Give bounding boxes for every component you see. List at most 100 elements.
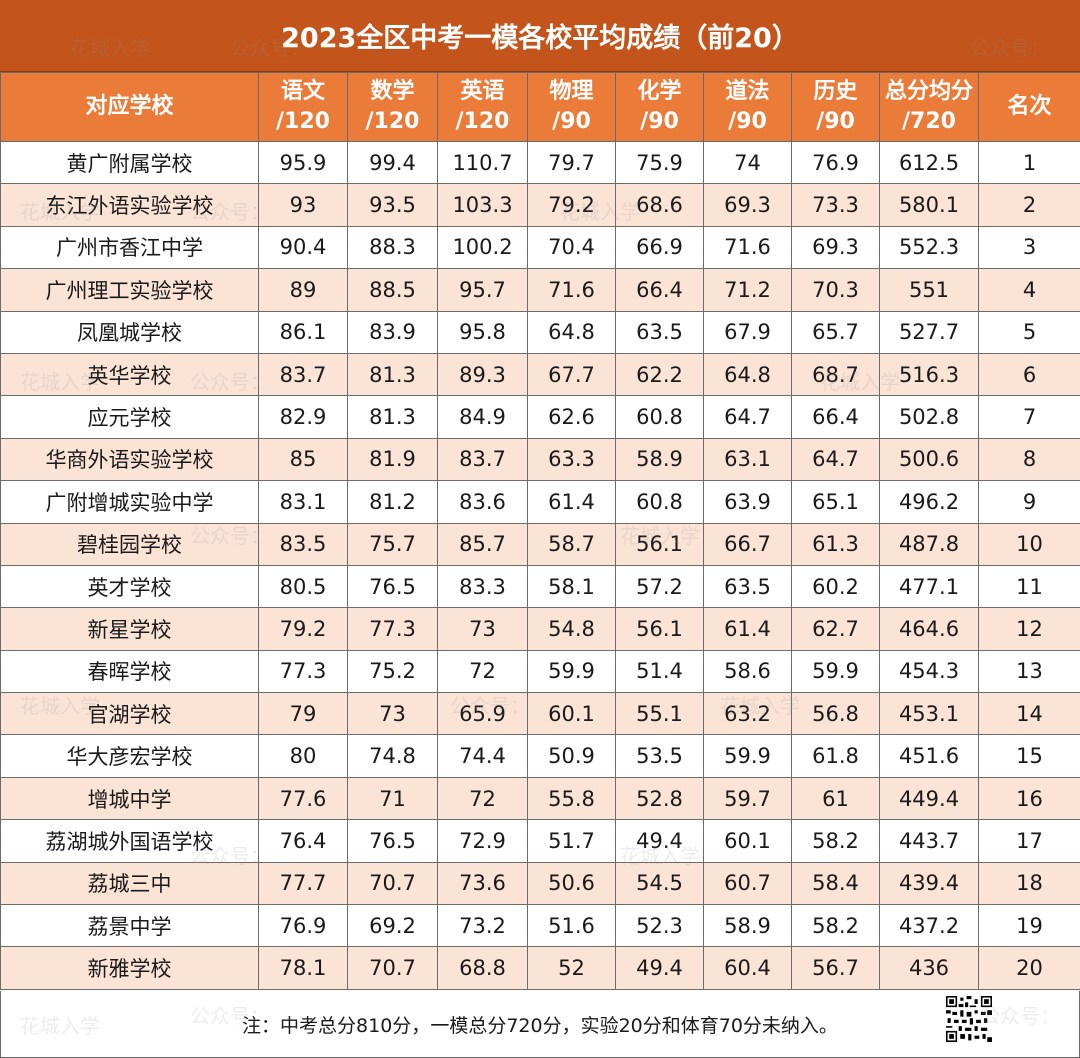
score-cell: 60.8: [615, 395, 704, 439]
rank-cell: 20: [978, 946, 1080, 990]
column-header-label: 对应学校: [85, 94, 174, 119]
score-cell: 70.7: [347, 946, 438, 990]
score-cell: 80.5: [258, 564, 348, 609]
table-row: 荔城三中 77.7 70.7 73.6 50.6 54.5 60.7 58.4 439.4 18: [0, 861, 1080, 906]
score-cell: 58.9: [615, 437, 704, 482]
score-cell: 70.7: [347, 861, 438, 906]
rank-cell: 15: [978, 734, 1080, 778]
column-header: 历史/90: [791, 72, 880, 142]
footnote-text: 注：中考总分810分，一模总分720分，实验20分和体育70分未纳入。: [242, 1014, 838, 1037]
rank-cell: 4: [978, 268, 1080, 312]
score-cell: 70.3: [791, 268, 880, 312]
score-cell: 76.5: [347, 819, 438, 863]
school-name-cell: 增城中学: [0, 776, 259, 821]
score-cell: 76.9: [791, 140, 880, 185]
score-cell: 496.2: [879, 480, 979, 524]
score-cell: 89.3: [437, 352, 528, 397]
score-cell: 50.6: [527, 861, 616, 906]
score-cell: 63.3: [527, 437, 616, 482]
score-cell: 103.3: [437, 183, 528, 227]
score-cell: 60.4: [703, 946, 792, 990]
rank-cell: 6: [978, 352, 1080, 397]
score-cell: 63.1: [703, 437, 792, 482]
score-cell: 61: [791, 776, 880, 821]
column-header: 对应学校: [0, 72, 259, 142]
score-cell: 73.2: [437, 904, 528, 948]
score-cell: 82.9: [258, 395, 348, 439]
school-name-cell: 荔湖城外国语学校: [0, 819, 259, 863]
school-name-cell: 华商外语实验学校: [0, 437, 259, 482]
score-cell: 75.7: [347, 522, 438, 566]
score-cell: 453.1: [879, 692, 979, 736]
score-cell: 79: [258, 692, 348, 736]
score-cell: 95.9: [258, 140, 348, 185]
school-name-cell: 黄广附属学校: [0, 140, 259, 185]
score-cell: 89: [258, 268, 348, 312]
column-header-max: /90: [640, 109, 679, 134]
score-cell: 77.3: [347, 607, 438, 651]
score-cell: 51.7: [527, 819, 616, 863]
column-header: 物理/90: [527, 72, 616, 142]
score-cell: 68.7: [791, 352, 880, 397]
score-cell: 76.9: [258, 904, 348, 948]
score-cell: 52: [527, 946, 616, 990]
score-cell: 69.2: [347, 904, 438, 948]
score-cell: 83.6: [437, 480, 528, 524]
score-cell: 57.2: [615, 564, 704, 609]
score-cell: 61.4: [703, 607, 792, 651]
score-cell: 58.7: [527, 522, 616, 566]
score-cell: 73: [347, 692, 438, 736]
score-cell: 63.9: [703, 480, 792, 524]
score-cell: 83.7: [258, 352, 348, 397]
rank-cell: 16: [978, 776, 1080, 821]
column-header-label: 道法: [725, 79, 770, 104]
score-cell: 66.4: [615, 268, 704, 312]
rank-cell: 8: [978, 437, 1080, 482]
score-cell: 56.1: [615, 522, 704, 566]
footnote: 注：中考总分810分，一模总分720分，实验20分和体育70分未纳入。: [0, 991, 1080, 1058]
table-row: 荔景中学 76.9 69.2 73.2 51.6 52.3 58.9 58.2 437.2 19: [0, 904, 1080, 948]
school-name-cell: 新星学校: [0, 607, 259, 651]
column-header-label: 历史: [813, 79, 858, 104]
column-header: 名次: [978, 72, 1080, 142]
rank-cell: 9: [978, 480, 1080, 524]
score-cell: 71.6: [527, 268, 616, 312]
column-header-max: /120: [365, 109, 420, 134]
score-cell: 81.9: [347, 437, 438, 482]
table-row: 官湖学校 79 73 65.9 60.1 55.1 63.2 56.8 453.1 14: [0, 692, 1080, 736]
table-title: 2023全区中考一模各校平均成绩（前20）: [0, 0, 1080, 72]
score-cell: 55.1: [615, 692, 704, 736]
score-cell: 51.4: [615, 649, 704, 694]
score-cell: 63.5: [615, 310, 704, 354]
school-name-cell: 东江外语实验学校: [0, 183, 259, 227]
score-cell: 60.7: [703, 861, 792, 906]
score-cell: 77.3: [258, 649, 348, 694]
score-cell: 71.6: [703, 225, 792, 270]
column-header-label: 英语: [460, 79, 505, 104]
score-cell: 56.1: [615, 607, 704, 651]
score-cell: 66.7: [703, 522, 792, 566]
score-cell: 487.8: [879, 522, 979, 566]
score-cell: 77.7: [258, 861, 348, 906]
school-name-cell: 荔景中学: [0, 904, 259, 948]
score-cell: 79.7: [527, 140, 616, 185]
score-cell: 74.8: [347, 734, 438, 778]
score-cell: 76.4: [258, 819, 348, 863]
score-cell: 64.7: [791, 437, 880, 482]
score-cell: 53.5: [615, 734, 704, 778]
score-cell: 74: [703, 140, 792, 185]
score-cell: 436: [879, 946, 979, 990]
score-cell: 73.3: [791, 183, 880, 227]
score-cell: 612.5: [879, 140, 979, 185]
score-cell: 90.4: [258, 225, 348, 270]
score-cell: 449.4: [879, 776, 979, 821]
table-row: 新雅学校 78.1 70.7 68.8 52 49.4 60.4 56.7 436 20: [0, 946, 1080, 990]
score-cell: 79.2: [527, 183, 616, 227]
column-header: 英语/120: [437, 72, 528, 142]
school-name-cell: 应元学校: [0, 395, 259, 439]
column-header: 化学/90: [615, 72, 704, 142]
score-cell: 83.9: [347, 310, 438, 354]
table-row: 东江外语实验学校 93 93.5 103.3 79.2 68.6 69.3 73.3 580.1…: [0, 183, 1080, 227]
rank-cell: 7: [978, 395, 1080, 439]
column-header-label: 化学: [637, 79, 682, 104]
